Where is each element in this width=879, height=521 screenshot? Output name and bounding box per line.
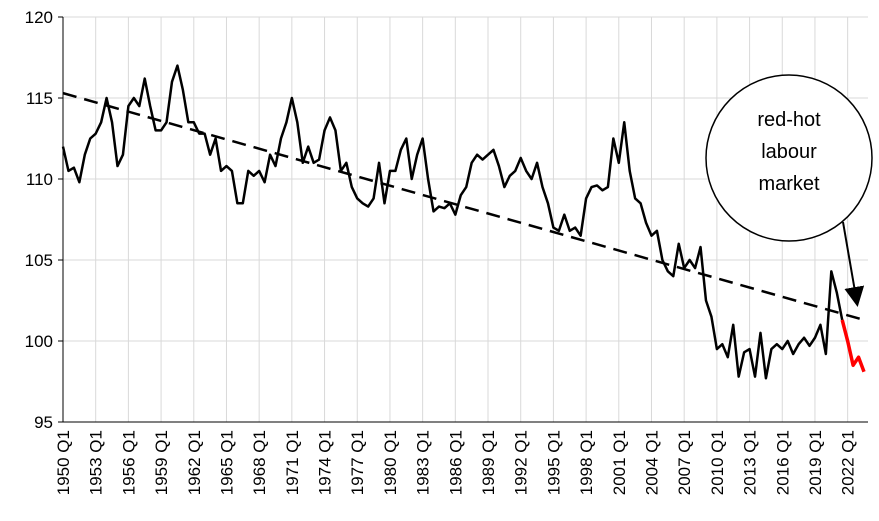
series-line	[840, 319, 866, 373]
y-tick-label: 105	[25, 251, 53, 270]
plot	[61, 64, 866, 380]
x-tick-label: 1992 Q1	[512, 430, 531, 495]
x-tick-label: 1950 Q1	[54, 430, 73, 495]
annotation-arrow	[842, 221, 865, 307]
x-tick-label: 1989 Q1	[479, 430, 498, 495]
x-tick-label: 2004 Q1	[642, 430, 661, 495]
series-line	[61, 64, 844, 380]
x-tick-label: 1971 Q1	[283, 430, 302, 495]
x-tick-label: 1983 Q1	[414, 430, 433, 495]
y-tick-label: 120	[25, 8, 53, 27]
y-tick-label: 95	[34, 413, 53, 432]
y-tick-label: 115	[26, 89, 53, 108]
x-tick-label: 1956 Q1	[119, 430, 138, 495]
x-tick-label: 1998 Q1	[577, 430, 596, 495]
annotation-circle	[705, 74, 873, 242]
x-tick-label: 2016 Q1	[773, 430, 792, 495]
x-tick-label: 1959 Q1	[152, 430, 171, 495]
x-tick-label: 2007 Q1	[675, 430, 694, 495]
x-tick-label: 1995 Q1	[544, 430, 563, 495]
x-tick-label: 1965 Q1	[217, 430, 236, 495]
x-tick-label: 1977 Q1	[348, 430, 367, 495]
x-tick-label: 2013 Q1	[741, 430, 760, 495]
x-tick-label: 1980 Q1	[381, 430, 400, 495]
trend-line	[62, 91, 865, 322]
x-tick-label: 2010 Q1	[708, 430, 727, 495]
x-tick-label: 1962 Q1	[185, 430, 204, 495]
y-tick-label: 110	[26, 170, 53, 189]
annotation-text: labour	[761, 141, 817, 163]
x-tick-label: 2019 Q1	[806, 430, 825, 495]
x-tick-label: 1974 Q1	[316, 430, 335, 495]
y-tick-label: 100	[25, 332, 53, 351]
x-tick-label: 1953 Q1	[87, 430, 106, 495]
x-tick-label: 2022 Q1	[839, 430, 858, 495]
x-tick-label: 2001 Q1	[610, 430, 629, 495]
annotation-text: market	[758, 173, 820, 195]
grid	[62, 16, 868, 423]
x-tick-label: 1968 Q1	[250, 430, 269, 495]
x-tick-label: 1986 Q1	[446, 430, 465, 495]
annotation-text: red-hot	[757, 109, 821, 131]
